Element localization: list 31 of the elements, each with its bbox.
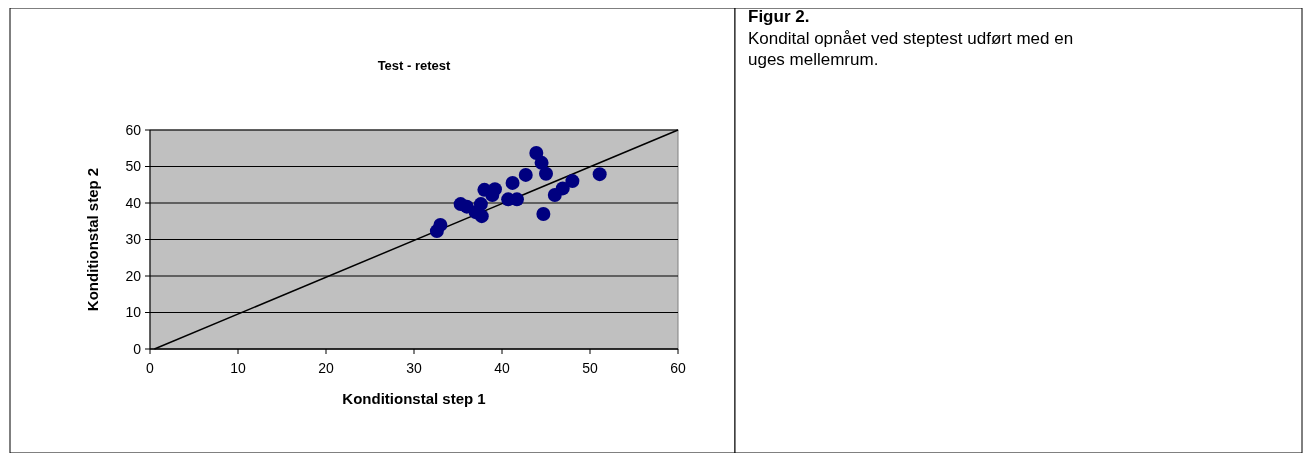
point <box>565 174 580 189</box>
point <box>555 181 570 196</box>
point <box>474 209 489 224</box>
x-axis-title: Konditionstal step 1 <box>342 390 486 407</box>
x-tick-label: 60 <box>670 360 686 376</box>
y-tick-label: 10 <box>125 304 142 321</box>
y-tick-label: 20 <box>125 267 142 284</box>
point <box>536 206 551 221</box>
x-tick-label: 30 <box>406 360 422 376</box>
x-tick-label: 0 <box>146 360 155 376</box>
point <box>505 175 520 190</box>
x-tick-label: 20 <box>318 360 334 376</box>
text: Kondital opnået ved steptest udført med en uges mellemrum. <box>748 29 1074 69</box>
text: Figur 2. <box>748 7 810 26</box>
y-tick-label: 0 <box>133 340 142 357</box>
y-tick-label: 50 <box>125 158 142 175</box>
point <box>529 146 544 160</box>
point <box>534 155 549 170</box>
point <box>539 166 553 181</box>
y-tick-label: 40 <box>125 194 142 211</box>
y-tick-label: 30 <box>125 231 142 248</box>
x-tick-label: 50 <box>582 360 598 376</box>
y-axis-title: Konditionstal step 2 <box>84 167 101 312</box>
chart-title: Test - retest <box>377 58 452 73</box>
x-tick-label: 40 <box>494 360 510 376</box>
point <box>592 167 607 182</box>
point <box>473 197 488 212</box>
point <box>433 217 448 232</box>
x-tick-label: 10 <box>230 360 246 376</box>
y-tick-label: 60 <box>125 121 142 138</box>
point <box>518 167 533 182</box>
